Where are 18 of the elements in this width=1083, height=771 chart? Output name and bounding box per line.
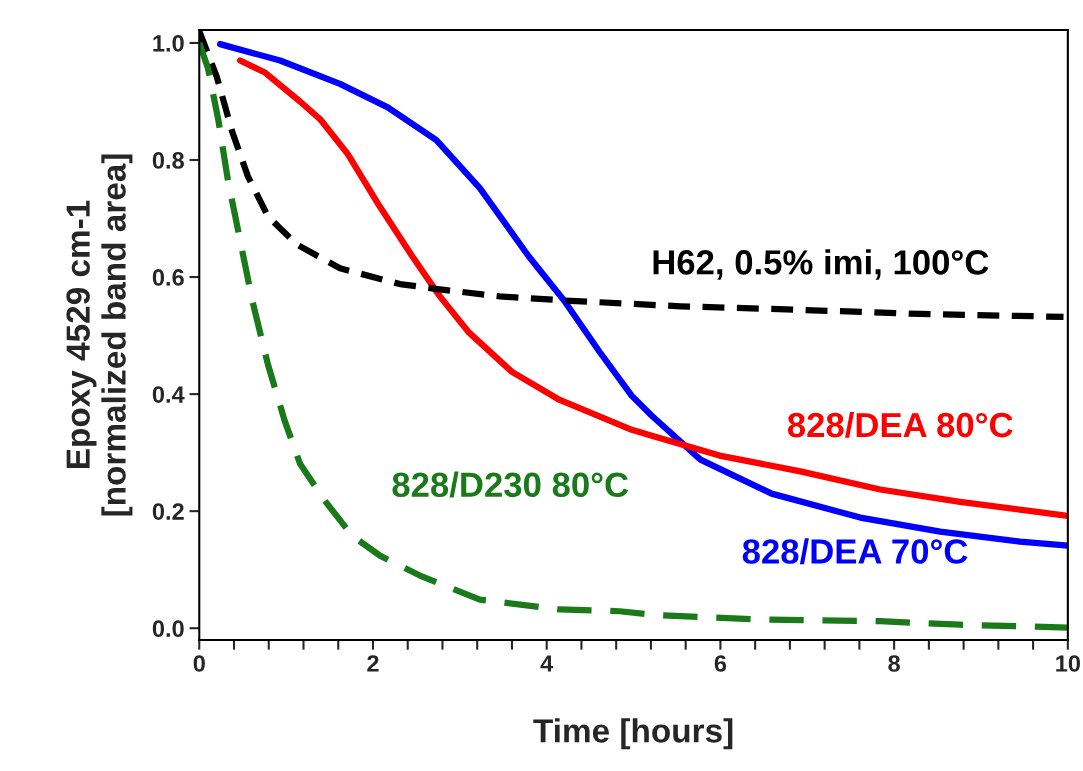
- x-tick-label: 0: [193, 655, 205, 672]
- x-tick-label: 10: [1056, 655, 1080, 672]
- series-label: 828/D230 80°C: [392, 471, 629, 498]
- y-tick-label: 0.4: [152, 386, 185, 403]
- x-tick-label: 4: [540, 655, 554, 672]
- series-label: 828/DEA 70°C: [742, 538, 968, 565]
- y-tick-label: 0.2: [152, 503, 184, 520]
- y-tick-label: 0.0: [152, 620, 184, 638]
- x-tick-label: 6: [714, 655, 727, 672]
- y-tick-label: 0.8: [152, 152, 184, 169]
- series-label: 828/DEA 80°C: [787, 411, 1013, 438]
- y-tick-label: 1.0: [153, 35, 184, 52]
- x-axis-title: Time [hours]: [533, 718, 733, 750]
- y-tick-label: 0.6: [152, 269, 184, 286]
- y-axis-title: Epoxy 4529 cm-1 [normalized band area]: [66, 154, 133, 516]
- x-tick-label: 8: [888, 655, 900, 672]
- series-label: H62, 0.5% imi, 100°C: [653, 249, 989, 280]
- x-tick-label: 2: [367, 655, 379, 672]
